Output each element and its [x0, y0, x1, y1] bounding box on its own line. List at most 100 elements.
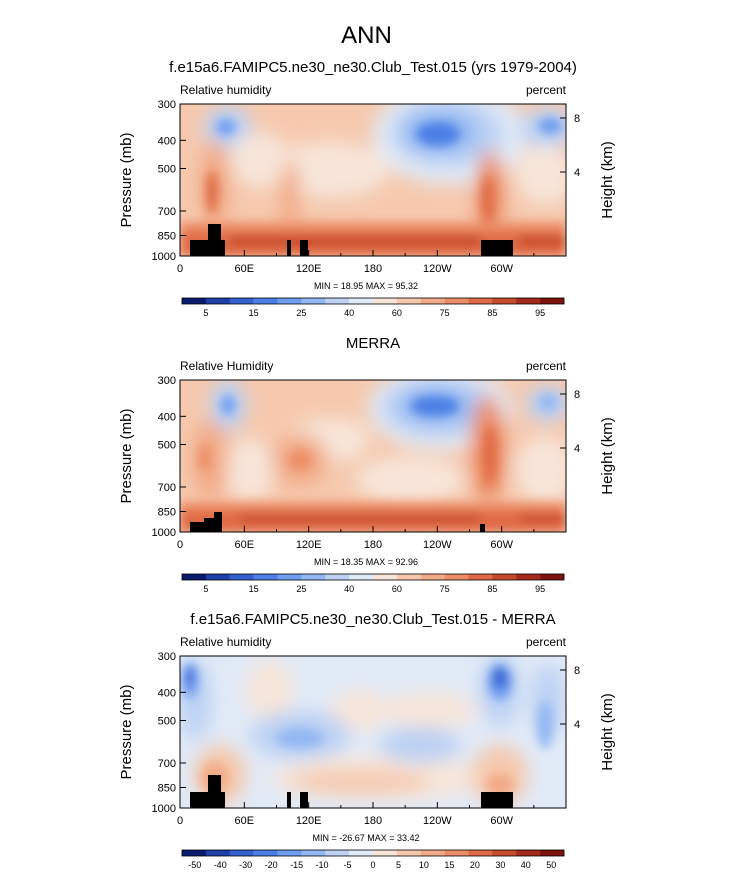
colorbar-swatch [253, 574, 278, 580]
colorbar-label: -50 [188, 860, 201, 870]
colorbar-label: -5 [344, 860, 352, 870]
left-label: Relative Humidity [180, 359, 273, 373]
colorbar-swatch [325, 574, 350, 580]
x-tick-label: 180 [364, 539, 382, 551]
y2-tick-label: 4 [574, 443, 580, 455]
colorbar-swatch [205, 298, 230, 304]
y-axis: 300 400 500 700 850 1000 Pressure (mb) [118, 375, 186, 539]
colorbar-label: 40 [344, 308, 354, 318]
x-tick-label: 180 [364, 815, 382, 827]
colorbar-label: 40 [344, 584, 354, 594]
colorbar-swatch [420, 298, 445, 304]
colorbar-label: 25 [296, 584, 306, 594]
colorbar-label: 5 [203, 584, 208, 594]
colorbar-swatch [540, 298, 565, 304]
colorbar-swatch [229, 298, 254, 304]
colorbar-label: -20 [265, 860, 278, 870]
colorbar-swatch [468, 574, 493, 580]
panel-difference: f.e15a6.FAMIPC5.ne30_ne30.Club_Test.015 … [118, 611, 616, 870]
colorbar-swatch [444, 298, 469, 304]
right-label: percent [526, 635, 567, 649]
y-tick-label: 850 [158, 506, 176, 518]
y-tick-label: 300 [158, 99, 176, 111]
colorbar-label: 95 [535, 308, 545, 318]
y2-axis: 8 4 Height (km) [560, 113, 616, 219]
x-tick-label: 0 [177, 539, 183, 551]
colorbar-swatch [205, 850, 230, 856]
y2-axis-label: Height (km) [599, 141, 616, 219]
x-axis: 0 60E 120E 180 120W 60W [177, 526, 535, 551]
colorbar-swatch [516, 574, 541, 580]
colorbar-label: 60 [392, 308, 402, 318]
colorbar-label: 40 [521, 860, 531, 870]
colorbar-swatch [420, 850, 445, 856]
colorbar-swatch [349, 574, 374, 580]
colorbar-swatch [516, 298, 541, 304]
terrain-mask [190, 512, 485, 532]
colorbar-swatch [396, 850, 421, 856]
y-tick-label: 700 [158, 758, 176, 770]
colorbar-label: 50 [546, 860, 556, 870]
x-tick-label: 120W [423, 263, 452, 275]
colorbar-label: 15 [249, 584, 259, 594]
colorbar-label: 95 [535, 584, 545, 594]
colorbar-swatch [229, 574, 254, 580]
colorbar-swatch [301, 298, 326, 304]
colorbar-swatch [492, 850, 517, 856]
y-tick-label: 850 [158, 782, 176, 794]
colorbar: 5 15 25 40 60 75 85 95 [181, 297, 565, 318]
colorbar-swatch [373, 574, 398, 580]
y2-tick-label: 8 [574, 665, 580, 677]
colorbar-swatch [444, 574, 469, 580]
colorbar-swatch [325, 298, 350, 304]
colorbar: -50 -40 -30 -20 -15 -10 -5 0 5 10 15 20 30 40 50 [181, 849, 565, 870]
colorbar-swatch [253, 850, 278, 856]
x-tick-label: 120E [296, 815, 322, 827]
colorbar-label: 0 [370, 860, 375, 870]
colorbar-label: 75 [440, 308, 450, 318]
y-tick-label: 300 [158, 651, 176, 663]
x-tick-label: 60E [235, 815, 255, 827]
y2-axis: 8 4 Height (km) [560, 665, 616, 771]
x-tick-label: 180 [364, 263, 382, 275]
colorbar-swatch [277, 298, 302, 304]
colorbar-swatch [492, 574, 517, 580]
y-tick-label: 300 [158, 375, 176, 387]
colorbar-swatch [373, 850, 398, 856]
colorbar-swatch [540, 574, 565, 580]
colorbar-swatch [540, 850, 565, 856]
panel-title: f.e15a6.FAMIPC5.ne30_ne30.Club_Test.015 … [169, 59, 577, 76]
min-max-stats: MIN = 18.35 MAX = 92.96 [314, 557, 418, 567]
x-tick-label: 120E [296, 263, 322, 275]
y-tick-label: 1000 [152, 251, 176, 263]
colorbar-label: 5 [203, 308, 208, 318]
colorbar-swatch [301, 850, 326, 856]
y2-tick-label: 4 [574, 167, 580, 179]
colorbar-swatch [516, 850, 541, 856]
colorbar-swatch [277, 850, 302, 856]
y-tick-label: 400 [158, 411, 176, 423]
y2-axis: 8 4 Height (km) [560, 389, 616, 495]
colorbar-swatch [205, 574, 230, 580]
colorbar-swatch [229, 850, 254, 856]
y-axis-label: Pressure (mb) [118, 132, 135, 227]
colorbar-swatch [396, 574, 421, 580]
y-tick-label: 400 [158, 135, 176, 147]
y-tick-label: 700 [158, 206, 176, 218]
colorbar-label: 25 [296, 308, 306, 318]
colorbar-swatch [277, 574, 302, 580]
colorbar-swatch [253, 298, 278, 304]
colorbar-label: 15 [444, 860, 454, 870]
y-axis-label: Pressure (mb) [118, 408, 135, 503]
x-axis: 0 60E 120E 180 120W 60W [177, 802, 535, 827]
y2-tick-label: 8 [574, 389, 580, 401]
y-tick-label: 400 [158, 687, 176, 699]
colorbar-swatch [182, 850, 207, 856]
panel-obs: MERRA Relative Humidity percent [118, 335, 616, 594]
contour-field [180, 380, 566, 532]
right-label: percent [526, 359, 567, 373]
colorbar-label: 10 [419, 860, 429, 870]
min-max-stats: MIN = -26.67 MAX = 33.42 [312, 833, 419, 843]
colorbar-swatch [349, 298, 374, 304]
